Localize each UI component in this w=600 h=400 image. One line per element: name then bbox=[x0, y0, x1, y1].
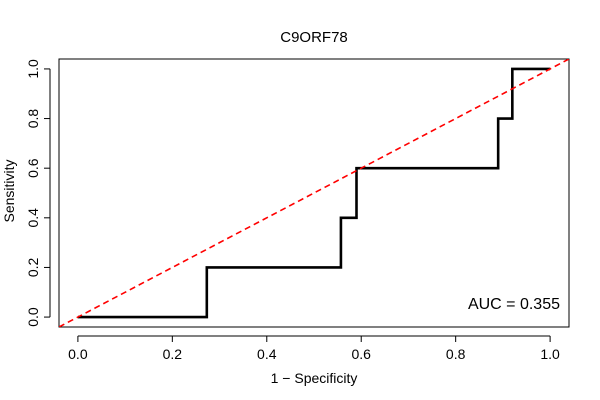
reference-diagonal-line bbox=[59, 59, 569, 327]
y-axis-label: Sensitivity bbox=[1, 159, 17, 222]
chart-title: C9ORF78 bbox=[280, 29, 348, 46]
x-tick-label: 0.2 bbox=[163, 346, 183, 362]
auc-annotation: AUC = 0.355 bbox=[468, 296, 560, 313]
x-tick-label: 0.4 bbox=[257, 346, 277, 362]
plot-area: 0.0 0.2 0.4 0.6 0.8 1.0 0.0 0.2 0.4 0.6 0.8 1.0 bbox=[25, 58, 570, 362]
y-tick-label: 0.6 bbox=[25, 158, 41, 178]
x-tick-label: 0.0 bbox=[68, 346, 88, 362]
roc-curve-line bbox=[77, 67, 551, 319]
plot-frame bbox=[58, 58, 570, 328]
x-tick-label: 0.6 bbox=[351, 346, 371, 362]
y-tick-label: 0.4 bbox=[25, 208, 41, 228]
y-tick-label: 0.2 bbox=[25, 258, 41, 278]
y-tick-label: 1.0 bbox=[25, 59, 41, 79]
y-tick-label: 0.8 bbox=[25, 109, 41, 129]
x-tick-label: 0.8 bbox=[446, 346, 466, 362]
x-axis-label: 1 − Specificity bbox=[271, 370, 358, 386]
y-tick-label: 0.0 bbox=[25, 307, 41, 327]
x-tick-label: 1.0 bbox=[540, 346, 560, 362]
